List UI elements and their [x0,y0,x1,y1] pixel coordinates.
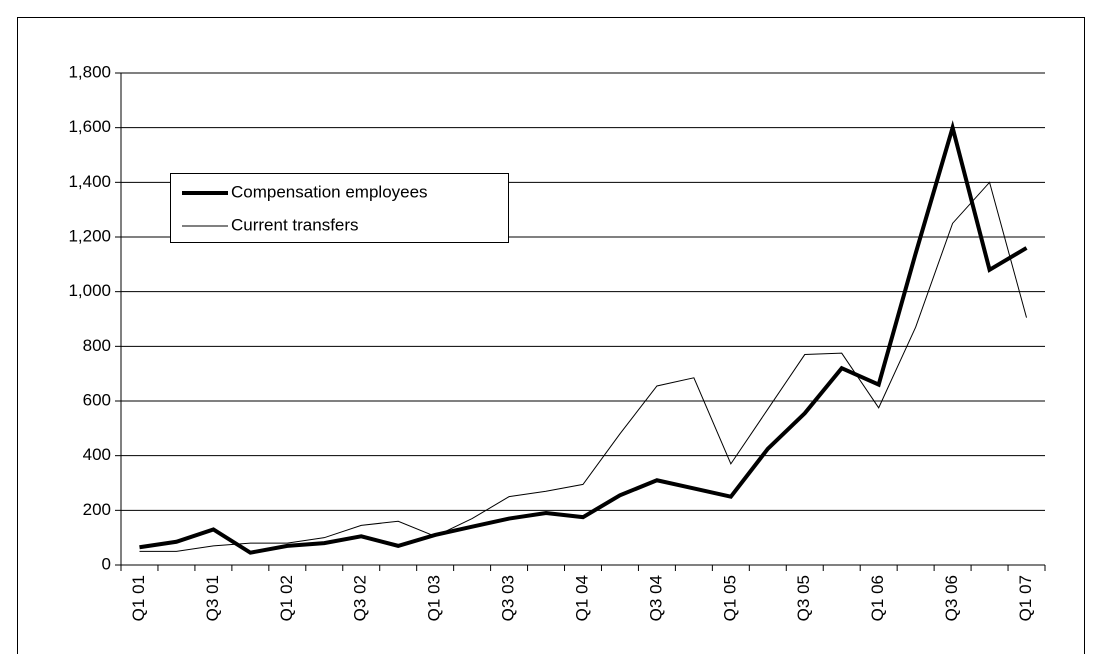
x-tick-label: Q1 01 [129,575,148,621]
y-tick-label: 600 [83,390,111,409]
lines [139,120,1028,555]
x-tick-label: Q3 03 [499,575,518,621]
y-tick-label: 800 [83,336,111,355]
x-tick-label: Q1 02 [277,575,296,621]
legend-label: Compensation employees [231,182,428,201]
series-line [139,120,1028,555]
y-tick-label: 1,400 [68,172,111,191]
legend: Compensation employees Current transfers [170,173,509,243]
x-tick-label: Q3 04 [646,575,665,621]
x-tick-label: Q3 02 [351,575,370,621]
y-tick-label: 400 [83,445,111,464]
legend-label: Current transfers [231,215,359,234]
x-tick-label: Q3 01 [203,575,222,621]
legend-box [170,173,509,243]
y-tick-label: 1,200 [68,226,111,245]
y-tick-label: 1,600 [68,117,111,136]
chart-frame [17,17,1085,654]
x-tick-label: Q1 03 [425,575,444,621]
x-tick-label: Q1 05 [720,575,739,621]
y-tick-label: 1,000 [68,281,111,300]
x-tick-label: Q3 05 [794,575,813,621]
x-tick-label: Q3 06 [942,575,961,621]
x-tick-label: Q1 04 [572,575,591,621]
axes: 0 200 400 600 800 1,000 1,200 1,400 1,600 1,800 Q1… [68,62,1046,621]
x-tick-label: Q1 07 [1016,575,1035,621]
series-line [139,181,1028,552]
y-tick-label: 0 [102,554,111,573]
x-tick-label: Q1 06 [868,575,887,621]
y-tick-label: 200 [83,500,111,519]
grid [121,72,1045,566]
y-tick-label: 1,800 [68,62,111,81]
